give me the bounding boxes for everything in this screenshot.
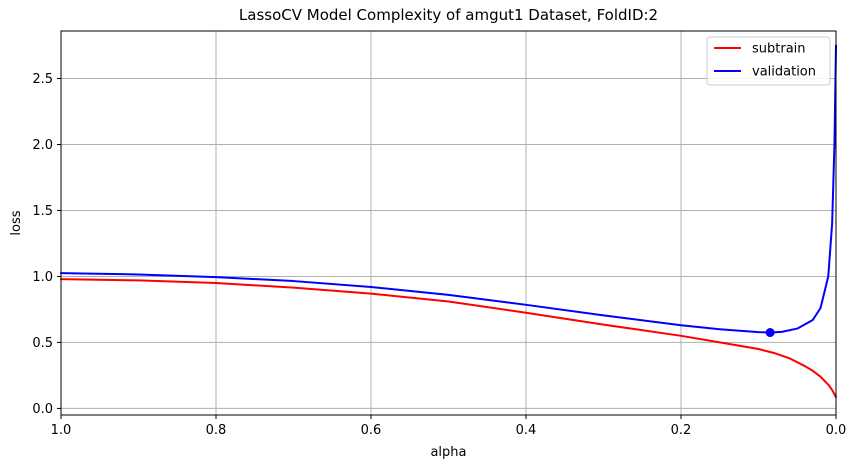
marker-layer: [765, 328, 775, 338]
x-tick-label: 0.8: [206, 423, 227, 438]
x-tick-label: 0.6: [361, 423, 382, 438]
x-axis: 1.0 0.8 0.6 0.4 0.2 0.0: [51, 415, 847, 438]
y-axis: 0.0 0.5 1.0 1.5 2.0 2.5: [32, 72, 61, 417]
series-line-validation: [60, 44, 837, 334]
x-tick-label: 1.0: [51, 423, 72, 438]
x-axis-label: alpha: [430, 445, 466, 460]
y-tick-label: 0.0: [32, 402, 53, 417]
legend: subtrain validation: [706, 36, 831, 86]
y-tick-label: 2.5: [32, 72, 53, 87]
y-tick-label: 2.0: [32, 138, 53, 153]
series-layer: [60, 44, 837, 399]
y-axis-label: loss: [9, 210, 24, 235]
y-tick-label: 1.0: [32, 270, 53, 285]
chart-title: LassoCV Model Complexity of amgut1 Datas…: [239, 6, 658, 24]
y-tick-label: 1.5: [32, 204, 53, 219]
plot-frame: [60, 30, 837, 416]
x-tick-label: 0.0: [826, 423, 847, 438]
x-tick-label: 0.2: [671, 423, 692, 438]
y-tick-label: 0.5: [32, 336, 53, 351]
best-alpha-marker: [765, 328, 775, 338]
legend-label-subtrain: subtrain: [752, 42, 806, 57]
legend-label-validation: validation: [752, 65, 816, 80]
x-tick-label: 0.4: [516, 423, 537, 438]
series-line-subtrain: [60, 278, 837, 399]
